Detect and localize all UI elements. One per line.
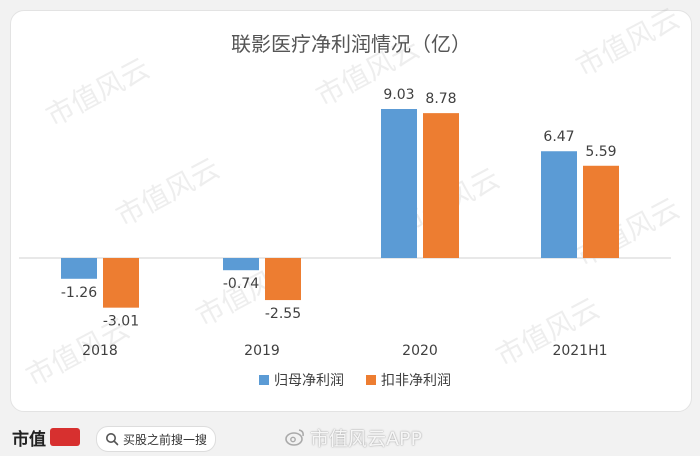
bar-parent-net-profit <box>223 258 259 271</box>
chart-title: 联影医疗净利润情况（亿） <box>231 32 471 56</box>
legend-label: 扣非净利润 <box>381 373 451 389</box>
data-label: 6.47 <box>543 129 574 145</box>
weibo-handle: 市值风云APP <box>310 427 422 450</box>
data-label: -0.74 <box>223 276 259 292</box>
data-label: 8.78 <box>425 91 456 107</box>
data-label: -1.26 <box>61 285 97 301</box>
weibo-watermark: 市值风云APP <box>284 422 422 452</box>
bar-parent-net-profit <box>381 109 417 258</box>
footer-bar: 市值 买股之前搜一搜 市值风云APP <box>0 412 700 456</box>
bar-chart: 联影医疗净利润情况（亿） -1.26 -3.01 2018 -0.74 -2.55 2019… <box>19 32 671 389</box>
data-label: 5.59 <box>585 144 616 160</box>
brand-name: 市值 <box>12 429 46 450</box>
bar-parent-net-profit <box>541 151 577 258</box>
brand-seal-icon <box>50 428 80 446</box>
x-tick-label: 2018 <box>82 343 118 359</box>
bar-deducted-net-profit <box>583 165 619 258</box>
chart-card: 市值风云 市值风云 市值风云 市值风云 市值风云 市值风云 市值风云 市值风云 … <box>10 1 692 412</box>
search-icon <box>106 433 119 446</box>
brand-logo[interactable]: 市值 <box>12 426 80 450</box>
search-box[interactable]: 买股之前搜一搜 <box>96 426 216 452</box>
data-label: -3.01 <box>103 314 139 330</box>
x-tick-label: 2019 <box>244 343 280 359</box>
bar-deducted-net-profit <box>265 258 301 301</box>
bar-deducted-net-profit <box>423 113 459 258</box>
x-tick-label: 2020 <box>402 343 438 359</box>
weibo-icon <box>285 429 304 446</box>
legend-swatch <box>366 375 376 385</box>
search-placeholder: 买股之前搜一搜 <box>123 432 208 447</box>
data-label: -2.55 <box>265 306 301 322</box>
data-label: 9.03 <box>383 87 414 103</box>
legend-swatch <box>259 375 269 385</box>
legend-label: 归母净利润 <box>274 372 344 389</box>
bar-parent-net-profit <box>61 258 97 279</box>
bar-deducted-net-profit <box>103 258 139 308</box>
x-tick-label: 2021H1 <box>552 343 607 359</box>
